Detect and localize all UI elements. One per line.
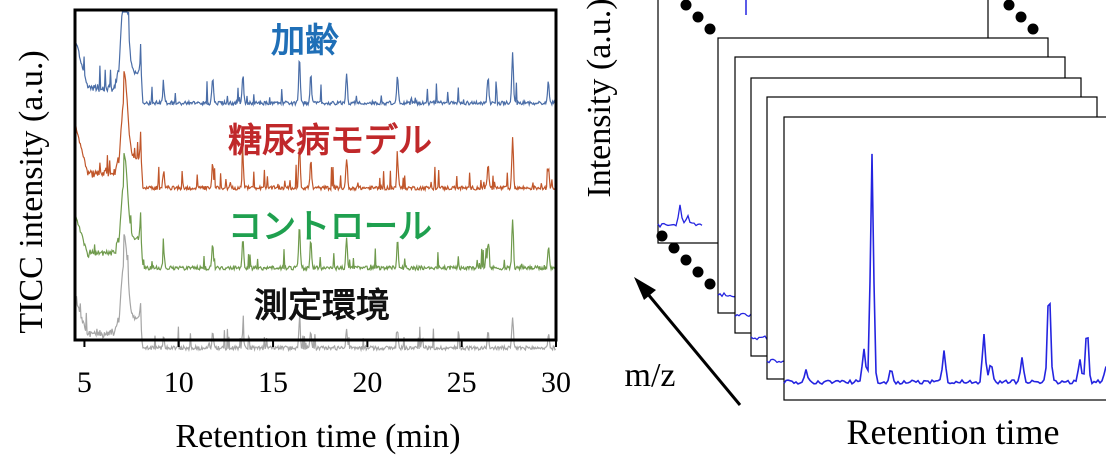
series-label-aging: 加齢 [271,21,339,61]
ms-stack-diagram: m/z Retention time Intensity (a.u.) [581,0,1106,452]
spectrum-trace [657,204,703,229]
series-label-environment: 測定環境 [254,286,390,326]
mz-arrow-head [634,277,656,300]
spectrum-trace [783,153,1106,386]
mz-axis-label: m/z [625,357,676,394]
ellipsis-dot [1003,0,1015,11]
mz-axis-arrow [640,286,742,406]
ellipsis-dot [692,11,704,23]
ellipsis-dot [656,230,668,242]
tic-x-tick-label: 25 [447,366,477,399]
tic-y-axis-label: TICC intensity (a.u.) [13,50,50,333]
tic-series-line [74,11,557,108]
tic-x-tick-label: 15 [258,366,288,399]
tic-x-tick-label: 30 [541,366,571,399]
series-label-diabetes-model: 糖尿病モデル [228,121,432,161]
ellipsis-dot [1015,11,1027,23]
series-label-control: コントロール [228,207,432,247]
tic-x-tick-label: 20 [352,366,382,399]
tic-x-tick-label: 5 [77,366,92,399]
ellipsis-dot [668,242,680,254]
stack-ellipsis-dots [656,0,1039,290]
ellipsis-dot [704,23,716,35]
tic-x-axis-label: Retention time (min) [175,418,460,455]
ellipsis-dot [1027,23,1039,35]
tic-x-ticks: 5 10 15 20 25 30 [77,340,571,399]
ellipsis-dot [680,0,692,11]
tic-plot-frame [73,8,558,342]
tic-chart: 5 10 15 20 25 30 Retention time (min) TICC in… [13,8,571,455]
stacked-spectra [657,0,1106,401]
ms-x-axis-label: Retention time [847,412,1060,452]
tic-series-line [74,71,557,193]
ellipsis-dot [704,278,716,290]
ellipsis-dot [680,254,692,266]
ms-y-axis-label: Intensity (a.u.) [581,0,618,198]
ellipsis-dot [692,266,704,278]
tic-series-line [74,152,556,272]
tic-x-tick-label: 10 [164,366,194,399]
